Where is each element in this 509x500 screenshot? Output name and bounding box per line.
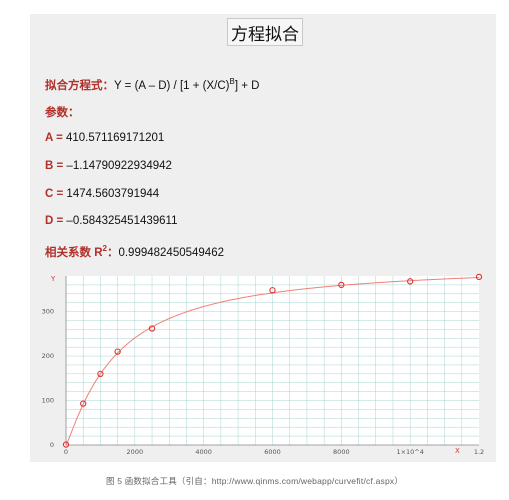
x-tick-label: 4000 [195,448,212,456]
equation-exponent: B [229,77,235,87]
param-d: D = –0.584325451439611 [45,215,178,227]
data-point [269,287,276,294]
x-tick-label: 8000 [333,448,350,456]
data-point [148,325,156,332]
figure-caption: 图 5 函数拟合工具（引自：http://www.qinms.com/webap… [105,476,404,486]
equation-label: 拟合方程式： [45,80,114,92]
param-d-value: –0.584325451439611 [66,215,178,227]
y-tick-label: 300 [42,308,54,316]
data-point [407,278,414,285]
r2-value: 0.999482450549462 [118,247,224,259]
y-tick-label: 100 [42,397,54,405]
r2-label: 相关系数 R2： [45,244,119,259]
param-a-label: A = [45,132,66,144]
param-b-label: B = [45,160,67,172]
r2-label-text: 相关系数 R [45,247,103,259]
fit-chart: 0 2000 4000 6000 8000 1×10^4 1.2 0 100 200 300 Y X [30,262,496,462]
x-tick-label: 2000 [127,448,144,456]
data-point [80,400,87,407]
param-c-value: 1474.5603791944 [66,188,160,200]
r2-colon: ： [106,247,119,259]
param-b: B = –1.14790922934942 [45,160,172,172]
x-tick-label: 0 [64,448,68,456]
param-d-label: D = [45,215,67,227]
chart-grid [66,276,479,445]
param-a: A = 410.571169171201 [45,132,164,144]
param-a-value: 410.571169171201 [65,132,165,144]
equation-line: 拟合方程式：Y = (A – D) / [1 + (X/C)B] + D [45,77,259,93]
data-point [97,370,104,377]
data-points [62,273,483,448]
params-label: 参数： [45,107,80,119]
r2-exponent: 2 [102,244,107,254]
page-title: 方程拟合 [227,18,303,46]
y-axis-label: Y [50,275,56,283]
y-tick-label: 200 [42,352,54,360]
equation-text-pre: Y = (A – D) / [1 + (X/C) [114,80,230,92]
x-tick-label: 6000 [264,448,281,456]
param-b-value: –1.14790922934942 [66,160,172,172]
param-c-label: C = [45,188,67,200]
equation-text-post: ] + D [234,80,260,92]
x-axis-label: X [455,447,460,455]
data-point [475,273,483,281]
r2-line: 相关系数 R2：0.999482450549462 [45,244,224,260]
tick-labels: 0 2000 4000 6000 8000 1×10^4 1.2 0 100 200 300 [42,308,485,456]
x-tick-label: 1×10^4 [396,448,423,456]
param-c: C = 1474.5603791944 [45,188,159,200]
data-point [114,348,121,355]
data-point [62,441,70,448]
y-tick-label: 0 [50,441,54,449]
data-point [338,281,345,289]
x-tick-label: 1.2 [474,448,484,456]
